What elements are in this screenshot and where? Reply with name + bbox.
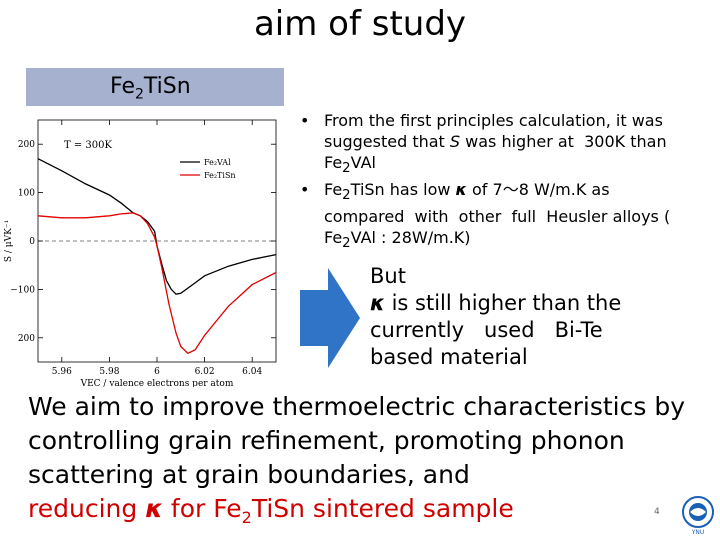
- bullet-text: From the first principles calculation, i…: [324, 111, 667, 177]
- x-tick-label: 5.96: [52, 367, 72, 377]
- legend-label: Fe₂VAl: [204, 158, 231, 167]
- y-tick-label: 0: [29, 237, 35, 247]
- x-tick-label: 6: [154, 367, 160, 377]
- x-tick-label: 6.04: [242, 367, 262, 377]
- x-tick-label: 6.02: [195, 367, 215, 377]
- legend-label: Fe₂TiSn: [204, 171, 236, 180]
- university-logo-icon: YNU: [682, 496, 714, 535]
- page-title: aim of study: [253, 4, 467, 44]
- bullet-dot: •: [300, 180, 310, 200]
- bullet-item: • From the first principles calculation,…: [300, 110, 680, 179]
- bullet-item: • Fe2TiSn has low κ of 7～8 W/m.K as comp…: [300, 179, 680, 254]
- series-line: [37, 212, 277, 355]
- but-body: κ is still higher than the currently use…: [370, 291, 622, 369]
- bullet-dot: •: [300, 111, 310, 130]
- y-tick-label: 200: [18, 334, 35, 344]
- aim-statement: We aim to improve thermoelectric charact…: [28, 390, 718, 535]
- y-tick-label: 100: [18, 189, 35, 199]
- x-axis-label: VEC / valence electrons per atom: [80, 379, 234, 387]
- y-axis-label: S / μVK⁻¹: [4, 220, 14, 262]
- x-tick-label: 5.98: [99, 367, 119, 377]
- y-tick-label: 200: [18, 140, 35, 150]
- aim-text: We aim to improve thermoelectric charact…: [28, 392, 686, 489]
- bullet-text: Fe2TiSn has low κ of 7～8 W/m.K as compar…: [324, 180, 671, 252]
- svg-text:YNU: YNU: [691, 529, 705, 535]
- y-tick-label: −100: [10, 285, 35, 295]
- aim-text-highlight: reducing κ for Fe2TiSn sintered sample: [28, 494, 514, 527]
- but-callout: But κ is still higher than the currently…: [370, 263, 670, 371]
- but-heading: But: [370, 264, 406, 288]
- right-arrow-icon: [300, 268, 360, 368]
- chart-annotation: T = 300K: [64, 140, 112, 151]
- formula-banner: [26, 68, 284, 106]
- page-number: 4: [654, 507, 660, 517]
- formula-label: Fe2TiSn: [110, 74, 191, 103]
- seebeck-chart: 5.96 5.98 6 6.02 6.04 200 100 0 −100 200 T = 300K F…: [4, 119, 277, 387]
- bullet-list: • From the first principles calculation,…: [300, 110, 680, 255]
- series-line: [37, 158, 277, 295]
